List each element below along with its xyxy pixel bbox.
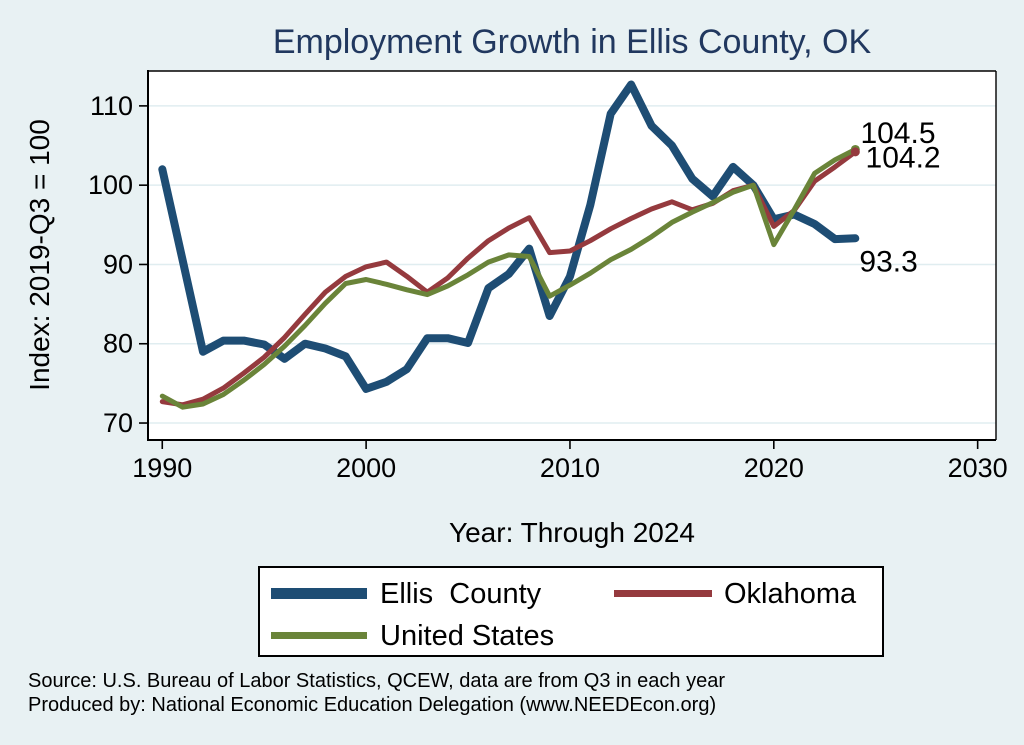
y-tick-label-100: 100 [88,170,133,200]
y-axis-title: Index: 2019-Q3 = 100 [24,119,55,391]
legend-label-ellis-county: Ellis County [380,578,542,610]
end-marker-oklahoma [850,147,860,157]
x-tick-label-2020: 2020 [744,453,804,483]
x-axis-title: Year: Through 2024 [449,517,695,548]
value-label-93.3: 93.3 [859,245,917,278]
legend: Ellis County Oklahoma United States [258,566,884,657]
x-tick-label-1990: 1990 [132,453,192,483]
y-tick-label-70: 70 [103,408,133,438]
series-line-united-states [159,147,858,410]
legend-swatch-united-states [271,632,367,639]
source-line: Source: U.S. Bureau of Labor Statistics,… [28,670,725,692]
value-label-104.2: 104.2 [866,141,941,174]
legend-swatch-ellis-county [271,588,367,599]
x-tick-label-2000: 2000 [336,453,396,483]
x-tick-label-2010: 2010 [540,453,600,483]
value-label-104.5: 104.5 [860,117,935,150]
chart-title: Employment Growth in Ellis County, OK [272,23,872,61]
credit-line: Produced by: National Economic Education… [28,693,717,716]
y-tick-label-110: 110 [90,91,133,121]
y-tick-label-90: 90 [103,249,133,279]
source-block: Source: U.S. Bureau of Labor Statistics,… [28,670,988,717]
x-tick-label-2030: 2030 [948,453,1008,483]
legend-label-oklahoma: Oklahoma [724,578,857,610]
legend-swatch-oklahoma [614,590,712,597]
legend-label-united-states: United States [380,620,555,652]
y-tick-label-80: 80 [103,329,133,359]
